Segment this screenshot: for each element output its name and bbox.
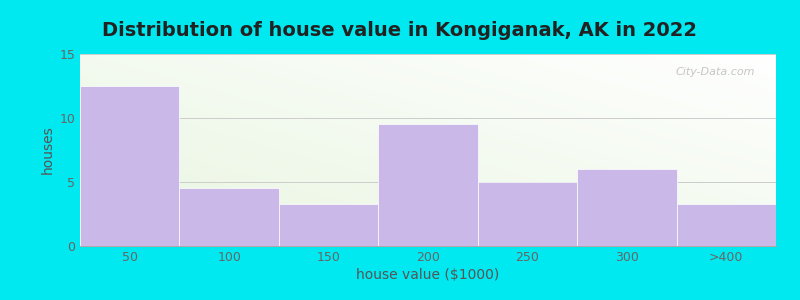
Text: Distribution of house value in Kongiganak, AK in 2022: Distribution of house value in Kongigana…	[102, 21, 698, 40]
Bar	[478, 182, 577, 246]
Bar	[80, 86, 179, 246]
Bar	[677, 204, 776, 246]
Bar	[279, 204, 378, 246]
X-axis label: house value ($1000): house value ($1000)	[356, 268, 500, 282]
Text: City-Data.com: City-Data.com	[676, 68, 755, 77]
Bar	[179, 188, 279, 246]
Bar	[577, 169, 677, 246]
Y-axis label: houses: houses	[41, 126, 55, 174]
Bar	[378, 124, 478, 246]
